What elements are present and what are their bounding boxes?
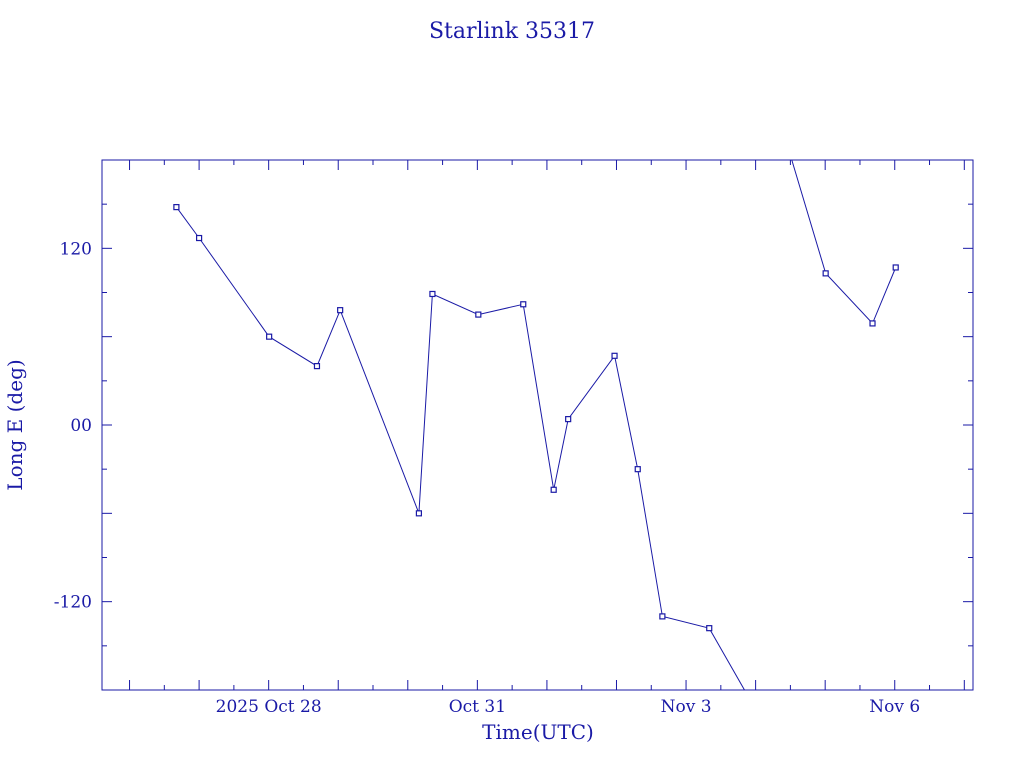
data-point [634, 466, 641, 473]
data-point [550, 486, 557, 493]
data-point [337, 307, 344, 314]
y-tick-label: 120 [60, 239, 92, 259]
x-tick-label: Nov 6 [869, 697, 920, 717]
series-line [791, 159, 897, 325]
data-point [892, 264, 899, 271]
data-point [822, 270, 829, 277]
data-lines [175, 159, 897, 691]
data-point [173, 204, 180, 211]
data-point [415, 510, 423, 517]
data-point [266, 333, 273, 340]
data-point [195, 234, 203, 242]
data-point [869, 320, 876, 327]
data-point [659, 613, 666, 620]
x-axis-label: Time(UTC) [482, 720, 594, 744]
y-axis-label: Long E (deg) [3, 359, 27, 490]
data-point [706, 625, 713, 632]
data-markers [173, 204, 899, 632]
chart-title: Starlink 35317 [429, 19, 595, 44]
plot-frame [101, 159, 974, 691]
x-tick-label: 2025 Oct 28 [216, 697, 322, 717]
x-tick-label: Nov 3 [661, 697, 712, 717]
series-line [175, 206, 745, 691]
data-point [565, 416, 572, 423]
data-point [313, 363, 321, 370]
axis-ticks [102, 160, 973, 690]
data-point [611, 352, 618, 359]
tick-labels: 2025 Oct 28 Oct 31 Nov 3 Nov 6 120 00 -120 [54, 239, 920, 717]
data-point [520, 301, 527, 308]
x-tick-label: Oct 31 [449, 697, 506, 717]
data-point [429, 290, 436, 298]
y-tick-label: 00 [70, 416, 92, 436]
y-tick-label: -120 [54, 593, 92, 613]
data-point [475, 311, 482, 318]
